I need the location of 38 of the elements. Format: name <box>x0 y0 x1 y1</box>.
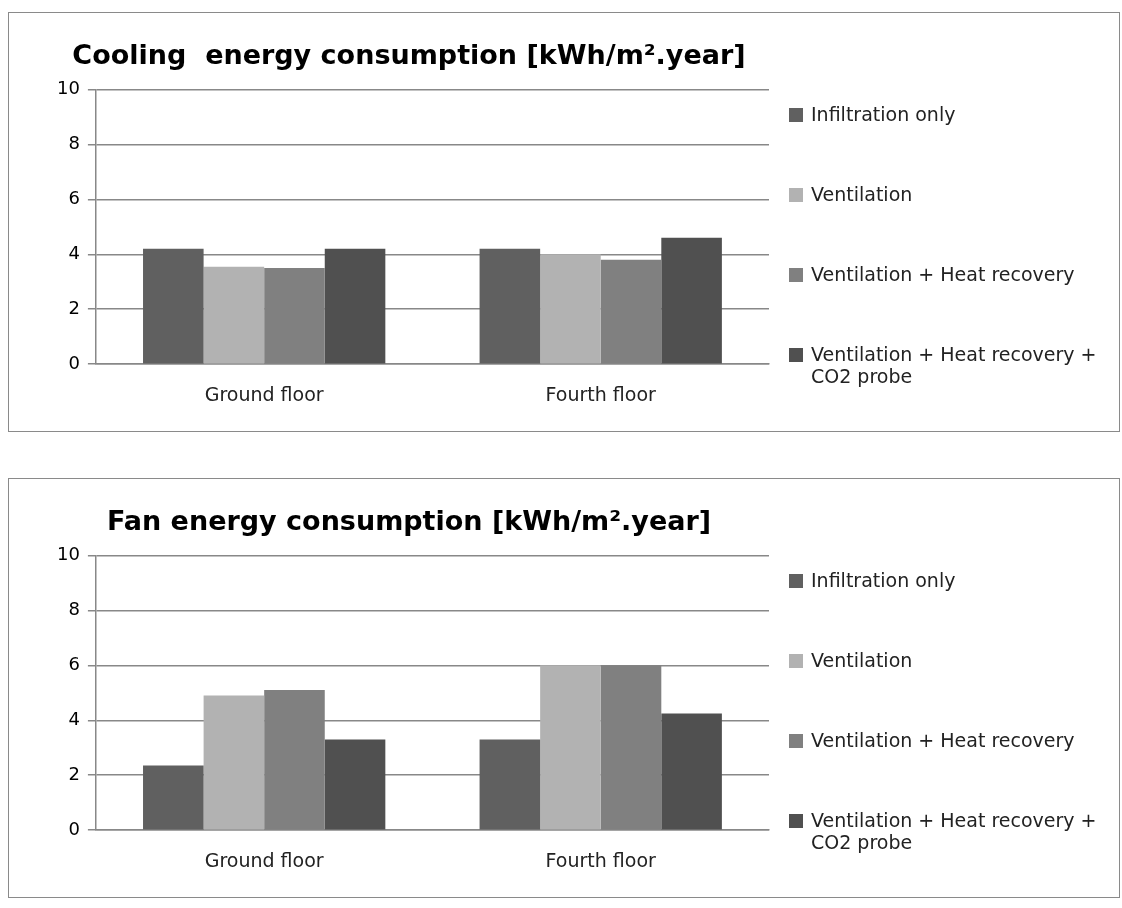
bar <box>540 665 601 830</box>
x-tick-label: Ground floor <box>204 848 324 871</box>
legend-label: Ventilation + Heat recovery <box>811 729 1075 751</box>
x-tick-label: Ground floor <box>204 382 324 405</box>
y-tick-label: 2 <box>68 762 80 784</box>
y-tick-label: 4 <box>68 707 80 729</box>
bar <box>661 713 722 830</box>
bar <box>203 266 265 364</box>
y-tick-label: 4 <box>68 241 80 263</box>
bar <box>661 237 722 364</box>
legend-label: Ventilation <box>811 183 913 205</box>
y-tick-label: 8 <box>68 598 80 620</box>
chart-title: Fan energy consumption [kWh/m².year] <box>106 505 712 537</box>
y-tick-label: 10 <box>57 543 80 565</box>
bar <box>203 695 265 830</box>
legend-label: Infiltration only <box>811 569 956 591</box>
bar <box>479 739 541 830</box>
y-tick-label: 6 <box>68 652 80 674</box>
y-tick-label: 10 <box>57 77 80 99</box>
bar <box>479 248 541 364</box>
x-tick-label: Fourth floor <box>545 382 657 405</box>
y-tick-label: 0 <box>68 351 80 373</box>
legend-label: Ventilation + Heat recovery <box>811 263 1075 285</box>
y-tick-label: 0 <box>68 817 80 839</box>
bar <box>143 765 204 830</box>
bar <box>324 248 386 364</box>
y-tick-label: 6 <box>68 186 80 208</box>
legend-label: Infiltration only <box>811 103 956 125</box>
bar <box>324 739 386 830</box>
y-tick-label: 8 <box>68 132 80 154</box>
bar <box>143 248 204 364</box>
y-tick-label: 2 <box>68 296 80 318</box>
x-tick-label: Fourth floor <box>545 848 657 871</box>
legend-label: Ventilation + Heat recovery + CO2 probe <box>811 809 1098 853</box>
legend-label: Ventilation + Heat recovery + CO2 probe <box>811 343 1098 387</box>
chart-title: Cooling energy consumption [kWh/m².year] <box>72 39 746 71</box>
legend-label: Ventilation <box>811 649 913 671</box>
bar <box>540 254 601 364</box>
